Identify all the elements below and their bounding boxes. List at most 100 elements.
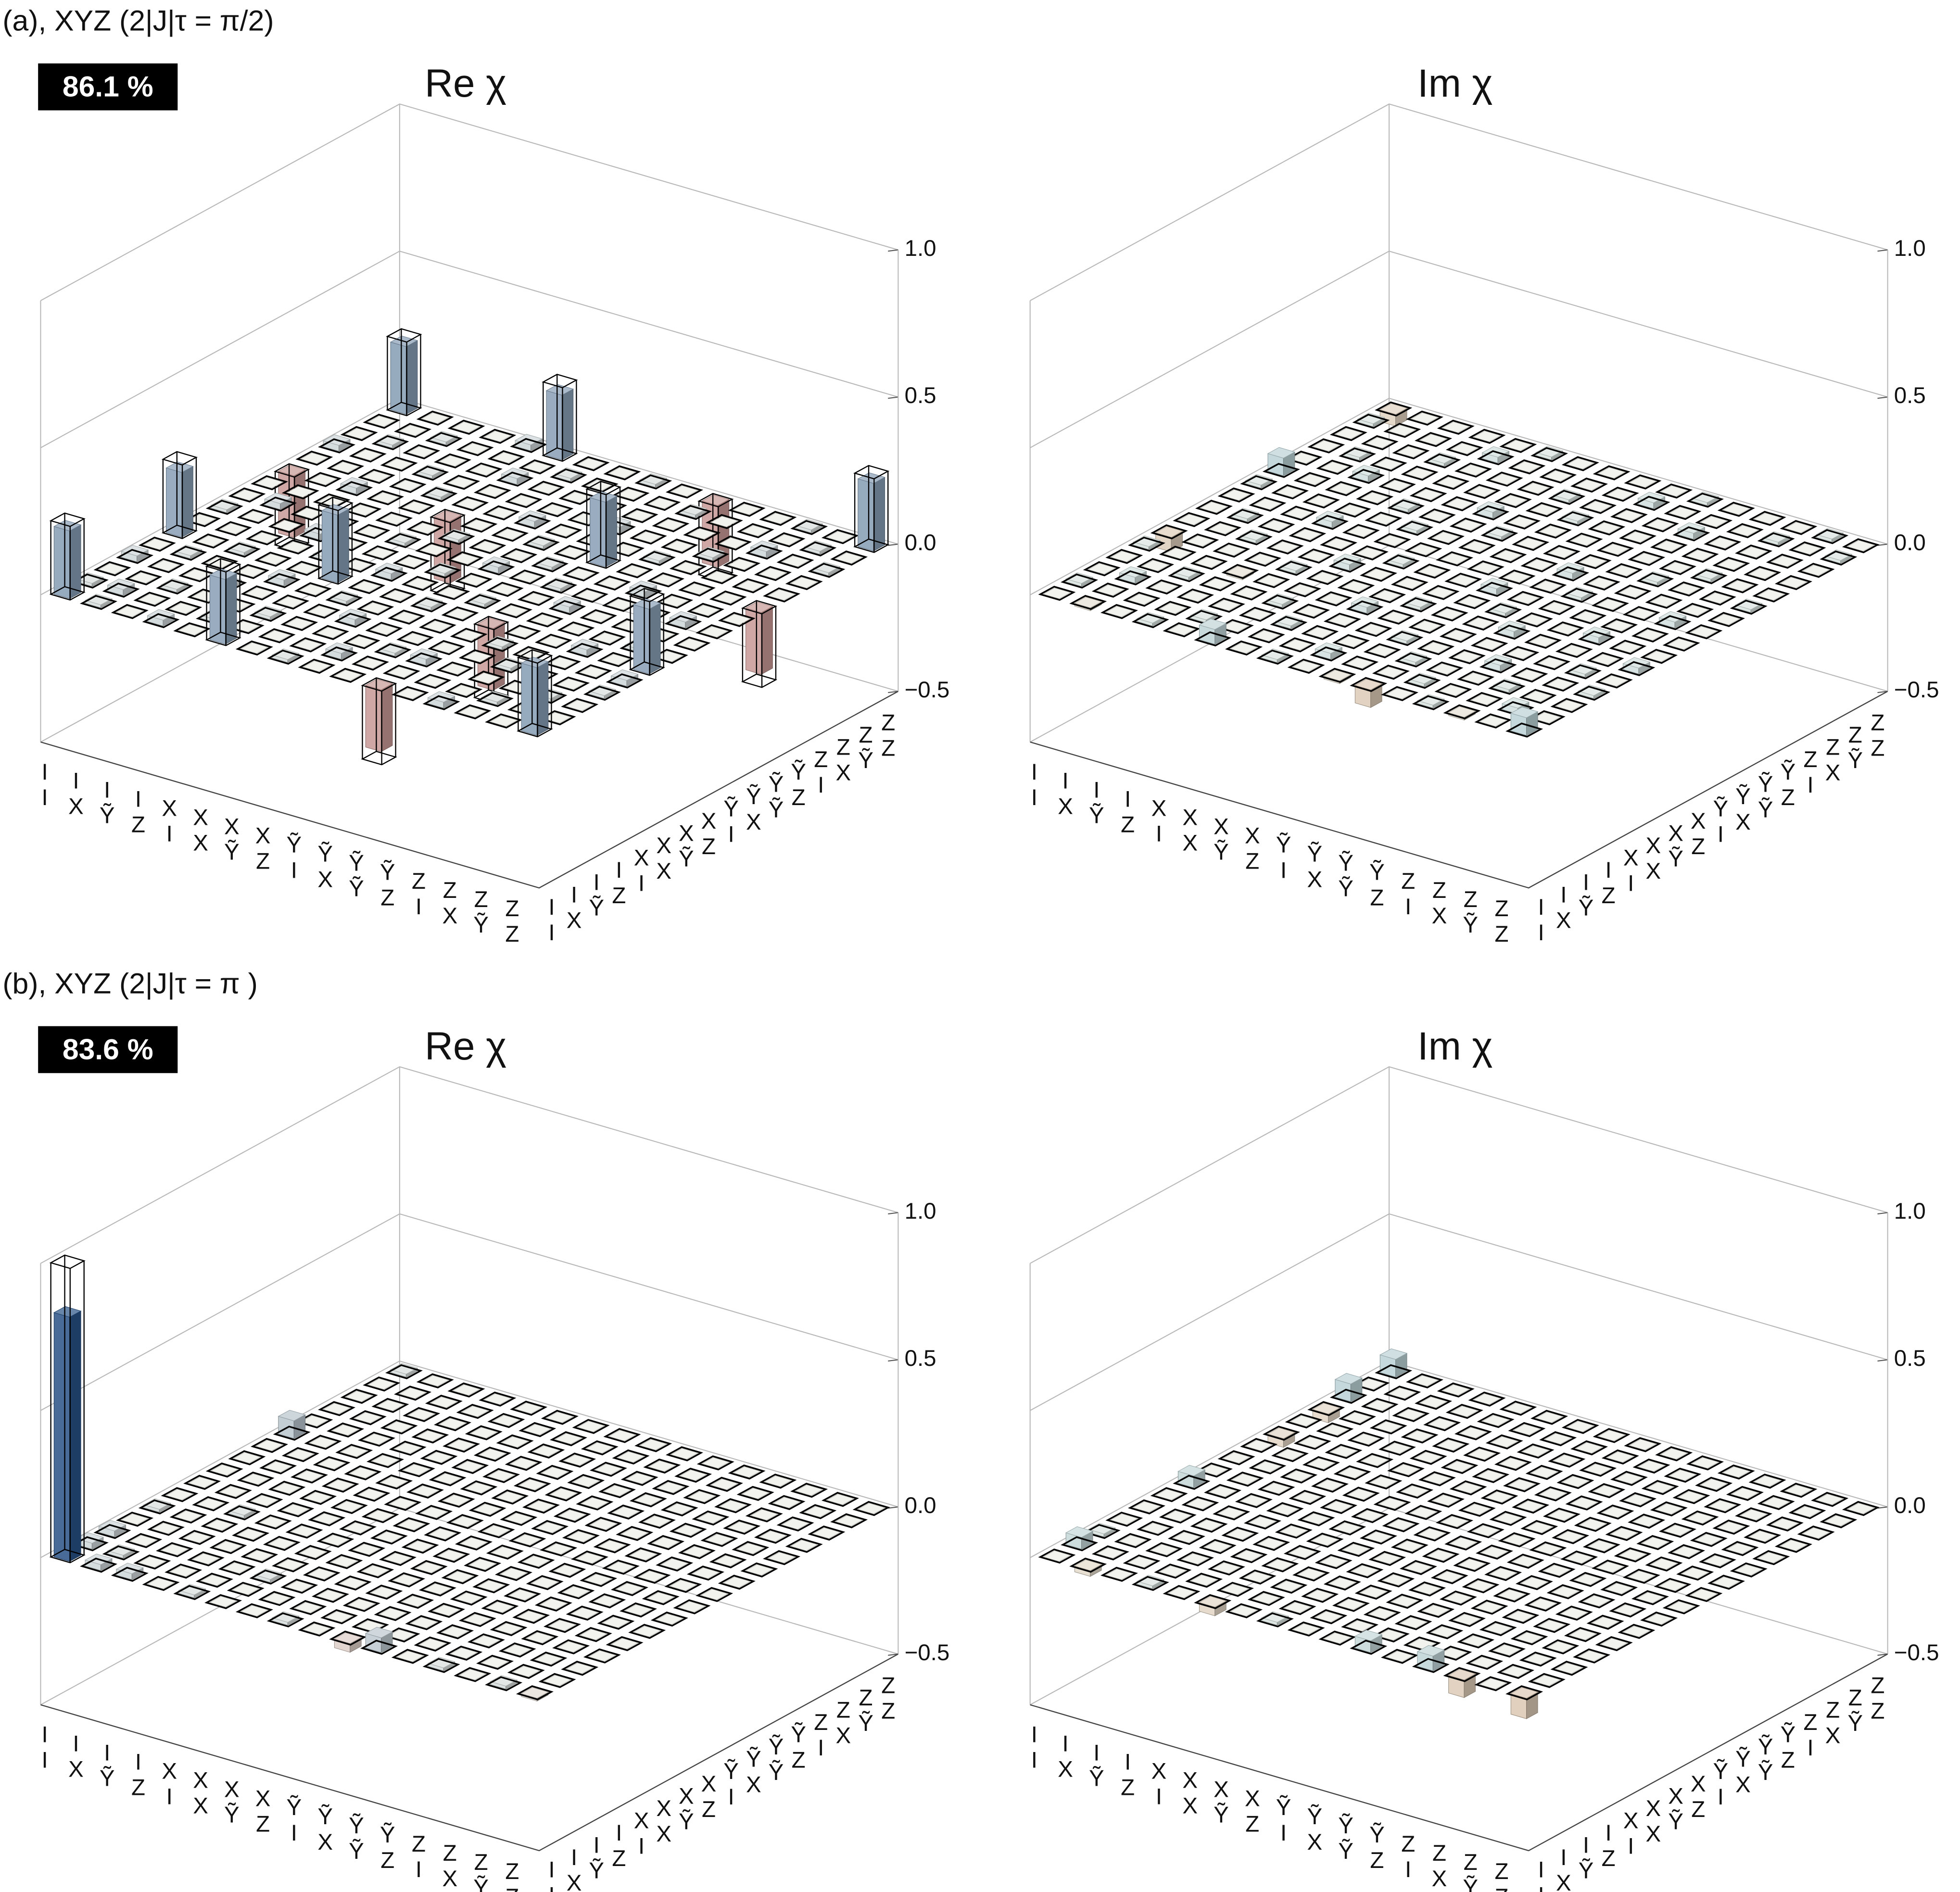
ideal-wireframe [1774, 575, 1812, 591]
ideal-wireframe [1204, 1484, 1242, 1499]
bar [759, 1530, 787, 1542]
ideal-wireframe [1426, 661, 1464, 677]
bar-top [1186, 535, 1214, 547]
ideal-wireframe [505, 493, 543, 508]
bar [1155, 1489, 1183, 1501]
ideal-wireframe [1361, 1398, 1399, 1413]
ideal-wireframe [673, 1599, 711, 1615]
bar-top [826, 1493, 855, 1505]
bar [255, 477, 284, 489]
bar-top [1132, 1501, 1161, 1513]
chart-title: Im χ [1417, 62, 1492, 105]
ideal-wireframe [365, 1584, 403, 1600]
bar-top [781, 555, 809, 567]
bar [1150, 581, 1178, 593]
bar [1373, 590, 1402, 602]
bar [700, 1589, 729, 1601]
bar-top [1762, 1497, 1790, 1508]
bar [1127, 1556, 1156, 1568]
bar-top [1323, 669, 1352, 681]
bar [567, 568, 595, 580]
ideal-wireframe [389, 1440, 427, 1456]
bar [514, 1402, 543, 1414]
bar-top [299, 584, 327, 595]
bar-top [1444, 1592, 1473, 1604]
bar [1132, 1501, 1161, 1513]
ideal-wireframe [1409, 487, 1447, 503]
ideal-wireframe [454, 1667, 492, 1682]
ideal-wireframe [1270, 1578, 1308, 1594]
bar-top [1543, 602, 1571, 614]
bar-top [370, 623, 398, 635]
bar [1226, 1528, 1254, 1540]
ideal-wireframe [544, 1486, 582, 1501]
bar-top [620, 1527, 649, 1539]
bar-top [1271, 541, 1299, 553]
ideal-wireframe [304, 472, 342, 487]
bar-top [451, 553, 480, 565]
bar-top [615, 1583, 644, 1594]
ideal-wireframe [1539, 1431, 1577, 1447]
ideal-wireframe [504, 1587, 542, 1602]
bar [387, 666, 416, 678]
col-label: XZ [1685, 1771, 1711, 1822]
ideal-wireframe [201, 1517, 239, 1533]
bar [1450, 443, 1479, 454]
bar [1748, 1530, 1777, 1542]
bar [1199, 618, 1227, 645]
bar-top [294, 639, 322, 651]
bar [276, 596, 305, 608]
bar [1448, 1669, 1476, 1698]
bar-top [1200, 1464, 1228, 1476]
bar-top [396, 1651, 425, 1662]
col-label: ỸỸ [1753, 771, 1778, 822]
ideal-wireframe [1195, 1462, 1233, 1478]
bar-top [1489, 602, 1517, 614]
ideal-wireframe [1252, 573, 1290, 588]
bar-top [178, 1584, 206, 1595]
ideal-wireframe [240, 1548, 278, 1564]
bar [804, 540, 832, 555]
bar-face [69, 524, 81, 599]
bar-top [1217, 1507, 1246, 1519]
bar-top [1387, 1519, 1415, 1531]
bar-top [1421, 642, 1450, 654]
bar-top [1328, 1577, 1357, 1589]
col-label: ZI [1797, 747, 1823, 798]
bar-top [1708, 537, 1737, 549]
ideal-wireframe [138, 1499, 176, 1514]
bar [1385, 1651, 1414, 1662]
ideal-wireframe [142, 1576, 180, 1591]
bar-top [1753, 1476, 1782, 1487]
ideal-wireframe [1502, 646, 1540, 661]
bar [228, 542, 256, 556]
bar [236, 566, 265, 578]
ideal-wireframe [405, 1615, 443, 1630]
bar-top [1288, 584, 1317, 595]
bar-top [1667, 1601, 1695, 1613]
ideal-wireframe [192, 1496, 230, 1512]
bar [1623, 1494, 1652, 1506]
bar-top [1597, 467, 1626, 479]
bar [354, 449, 382, 461]
bar [1614, 642, 1642, 653]
bar [1423, 510, 1452, 522]
bar-top [1427, 587, 1455, 598]
bar-top [1292, 1623, 1320, 1635]
bar [1253, 498, 1282, 510]
ideal-wireframe [1444, 572, 1482, 588]
bar-top [764, 1476, 792, 1487]
ideal-wireframe [294, 1545, 332, 1560]
row-label: ỸỸ [343, 1813, 369, 1864]
bar-top [491, 1546, 519, 1558]
bar-top [691, 605, 720, 616]
ideal-wireframe [650, 649, 688, 664]
ideal-wireframe [709, 590, 747, 606]
bar-top [402, 501, 431, 513]
ideal-wireframe [1315, 591, 1353, 606]
bar-top [1507, 516, 1536, 528]
bar [1243, 1571, 1272, 1583]
bar [401, 1595, 430, 1607]
ideal-wireframe [510, 438, 548, 453]
bar-top [452, 1384, 481, 1396]
